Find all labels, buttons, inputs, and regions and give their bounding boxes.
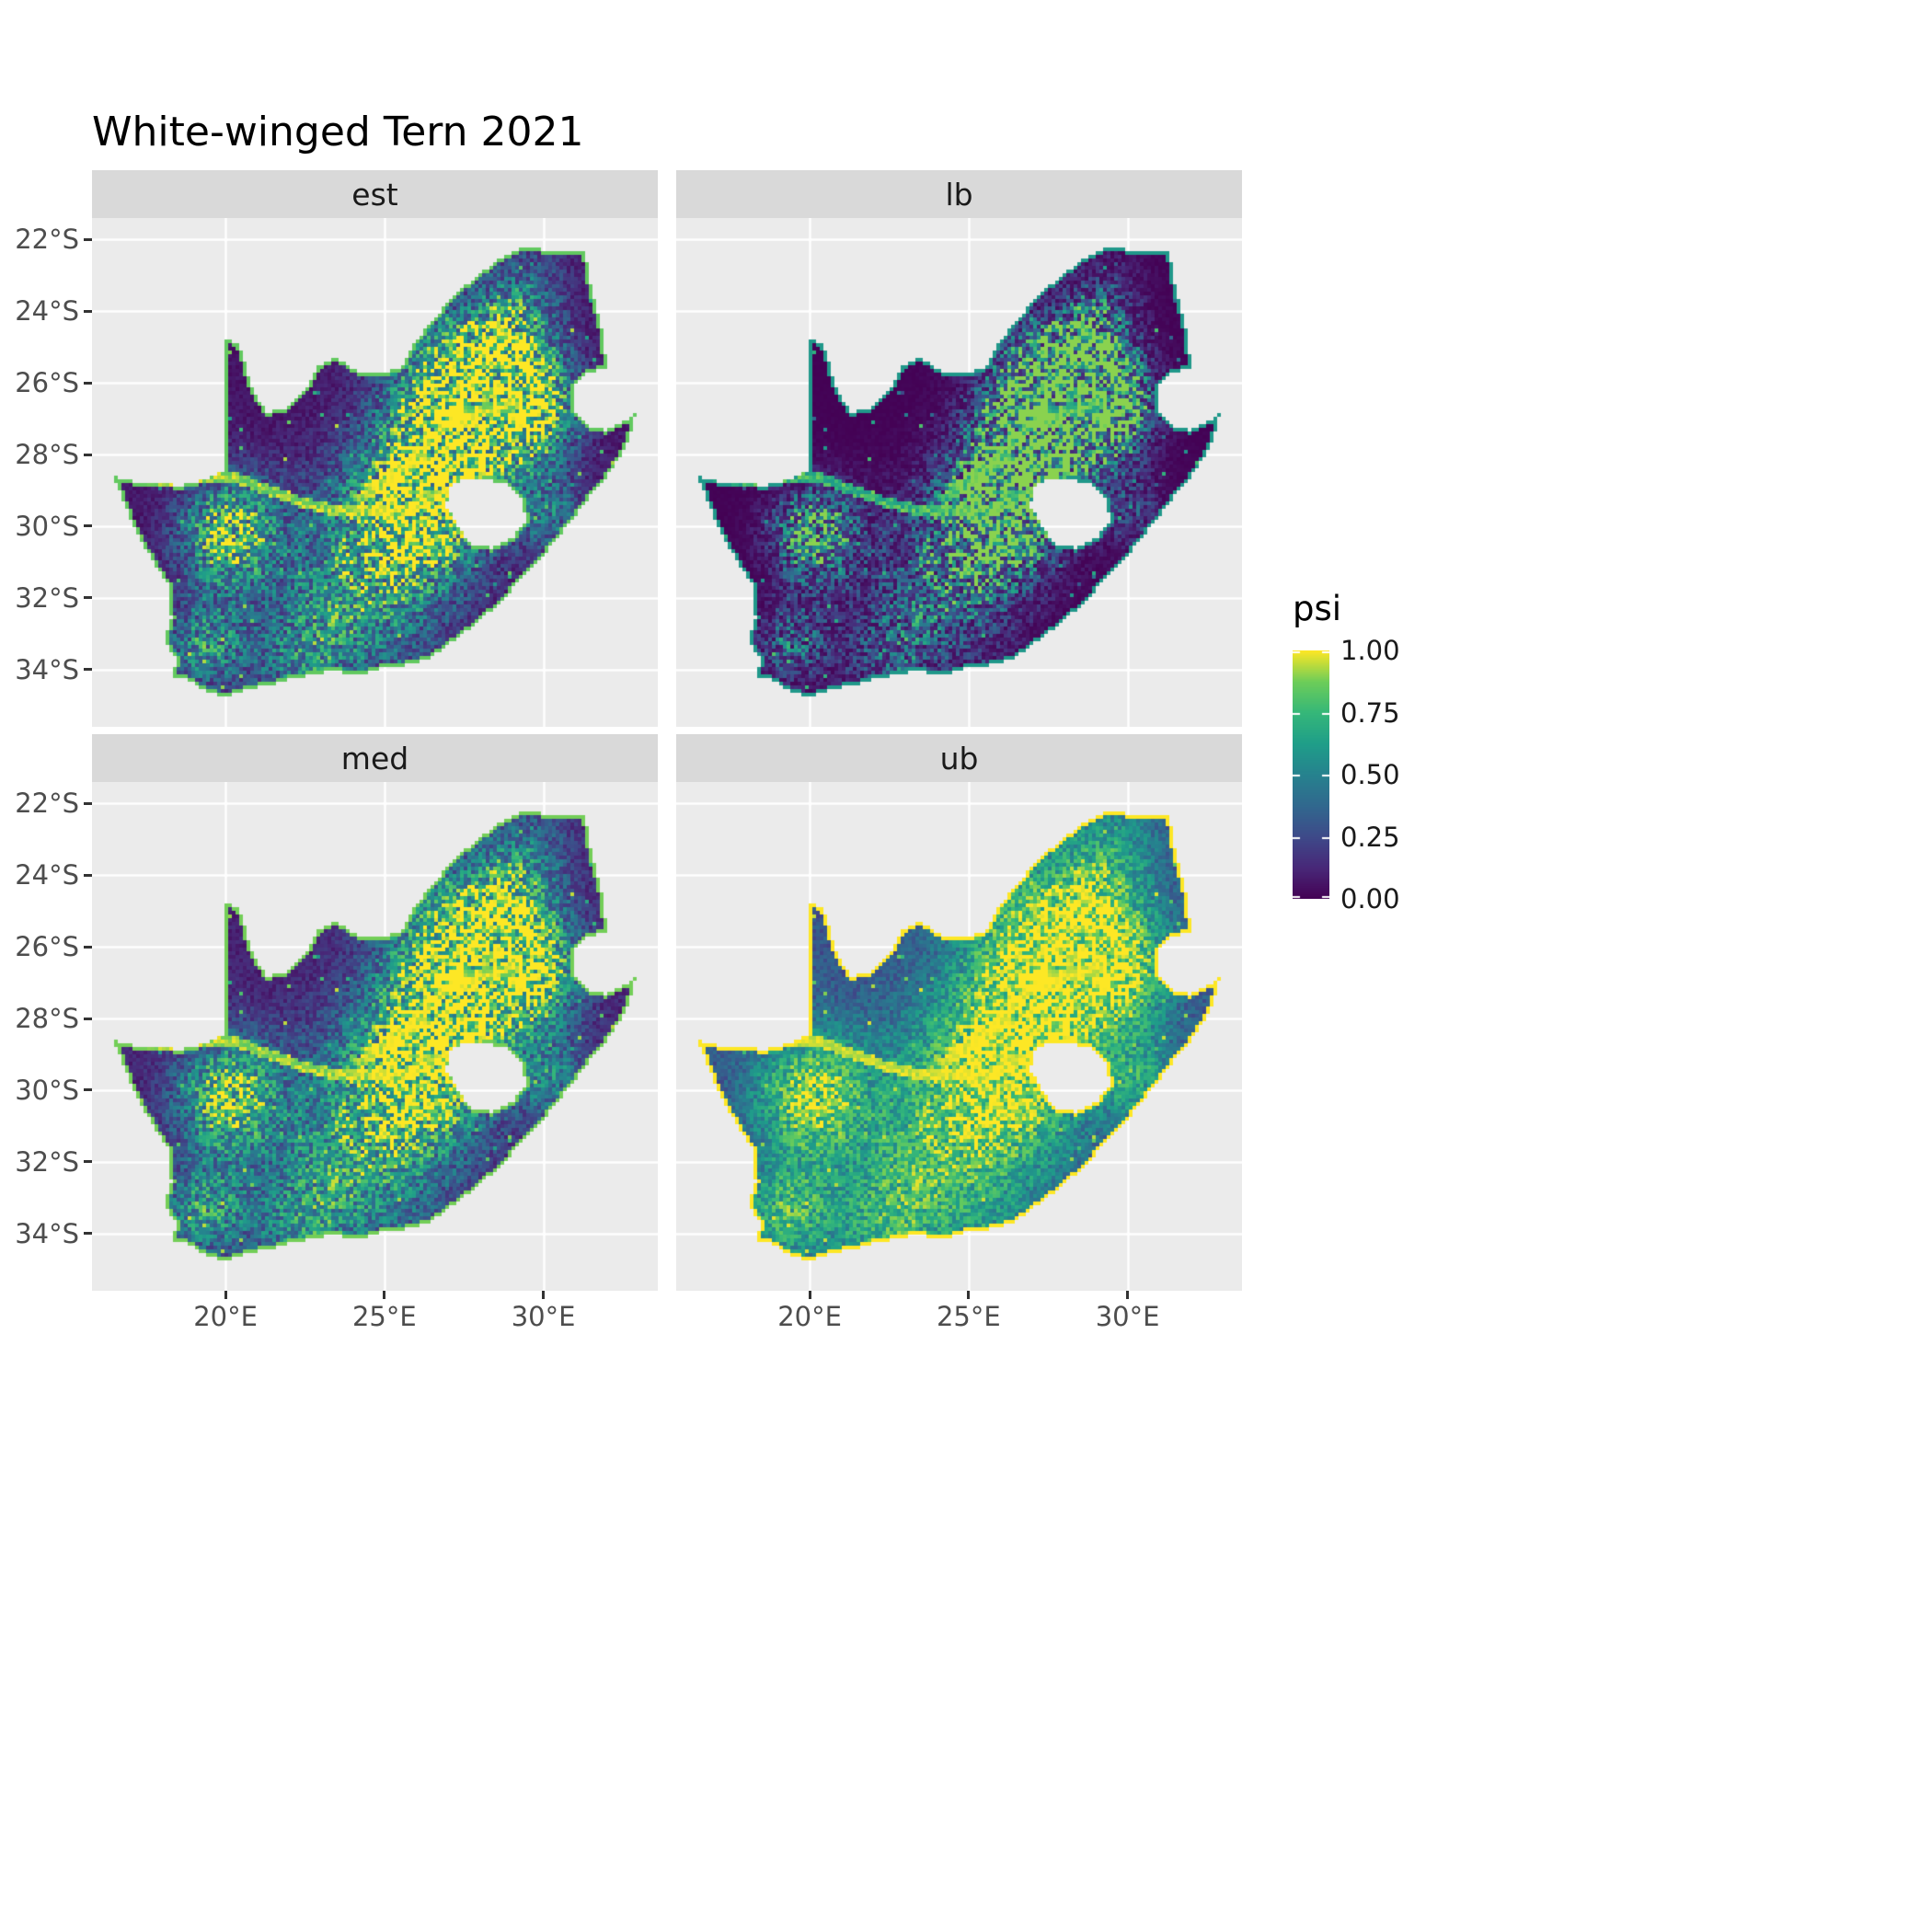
y-axis-tick-label: 22°S xyxy=(15,788,79,820)
y-axis-tick-label: 32°S xyxy=(15,581,79,614)
y-axis-tick-label: 30°S xyxy=(15,1074,79,1106)
x-axis-tick-label: 20°E xyxy=(777,1301,842,1332)
x-axis-tick-mark xyxy=(967,1291,971,1299)
y-axis-tick-label: 32°S xyxy=(15,1145,79,1178)
x-axis-tick-label: 30°E xyxy=(1095,1301,1160,1332)
y-axis-tick-label: 34°S xyxy=(15,653,79,685)
y-axis-tick-mark xyxy=(84,873,92,877)
y-axis-tick-mark xyxy=(84,237,92,241)
facet-strip-est: est xyxy=(92,170,658,218)
y-axis-tick-label: 26°S xyxy=(15,931,79,963)
facet-med: med xyxy=(92,734,658,1291)
y-axis-tick-mark xyxy=(84,1232,92,1236)
legend-colorbar xyxy=(1293,650,1329,899)
x-axis-tick-mark xyxy=(1126,1291,1130,1299)
map-canvas-ub xyxy=(676,782,1242,1291)
x-axis-tick-mark xyxy=(224,1291,227,1299)
y-axis-tick-mark xyxy=(84,453,92,456)
legend-tick-label: 0.00 xyxy=(1340,883,1400,914)
y-axis-tick-mark xyxy=(84,596,92,600)
facet-est: est xyxy=(92,170,658,727)
map-canvas-est xyxy=(92,218,658,727)
legend-colorbar-wrap: 1.00 0.75 0.50 0.25 0.00 xyxy=(1293,637,1477,913)
legend-tick-label: 0.50 xyxy=(1340,759,1400,790)
y-axis-tick-mark xyxy=(84,1160,92,1164)
map-canvas-lb xyxy=(676,218,1242,727)
y-axis-tick-label: 28°S xyxy=(15,439,79,471)
y-axis-tick-label: 34°S xyxy=(15,1217,79,1249)
plot-title: White-winged Tern 2021 xyxy=(92,109,584,155)
x-axis-tick-label: 25°E xyxy=(936,1301,1001,1332)
x-axis-tick-label: 25°E xyxy=(351,1301,417,1332)
y-axis-tick-mark xyxy=(84,801,92,805)
y-axis-tick-label: 24°S xyxy=(15,859,79,891)
y-axis-tick-label: 26°S xyxy=(15,367,79,399)
legend-tick-label: 0.75 xyxy=(1340,696,1400,729)
legend-tick-label: 1.00 xyxy=(1340,635,1400,666)
legend-title: psi xyxy=(1293,589,1342,628)
x-axis-tick-mark xyxy=(808,1291,811,1299)
y-axis-tick-mark xyxy=(84,945,92,949)
y-axis-tick-mark xyxy=(84,309,92,313)
legend: psi 1.00 0.75 0.50 0.25 0.00 xyxy=(1293,589,1477,913)
x-axis-tick-label: 20°E xyxy=(193,1301,258,1332)
facet-lb: lb xyxy=(676,170,1242,727)
facet-strip-med: med xyxy=(92,734,658,782)
y-axis-tick-label: 22°S xyxy=(15,224,79,256)
x-axis-tick-label: 30°E xyxy=(511,1301,576,1332)
facet-strip-lb: lb xyxy=(676,170,1242,218)
x-axis-tick-mark xyxy=(542,1291,546,1299)
x-axis-tick-mark xyxy=(383,1291,386,1299)
facet-ub: ub xyxy=(676,734,1242,1291)
map-canvas-med xyxy=(92,782,658,1291)
y-axis-tick-mark xyxy=(84,1017,92,1020)
y-axis-tick-mark xyxy=(84,668,92,672)
y-axis-tick-mark xyxy=(84,1088,92,1092)
y-axis-tick-mark xyxy=(84,381,92,385)
legend-tick-label: 0.25 xyxy=(1340,821,1400,853)
y-axis-tick-mark xyxy=(84,524,92,528)
y-axis-tick-label: 24°S xyxy=(15,295,79,328)
y-axis-tick-label: 28°S xyxy=(15,1003,79,1035)
facet-strip-ub: ub xyxy=(676,734,1242,782)
y-axis-tick-label: 30°S xyxy=(15,510,79,542)
